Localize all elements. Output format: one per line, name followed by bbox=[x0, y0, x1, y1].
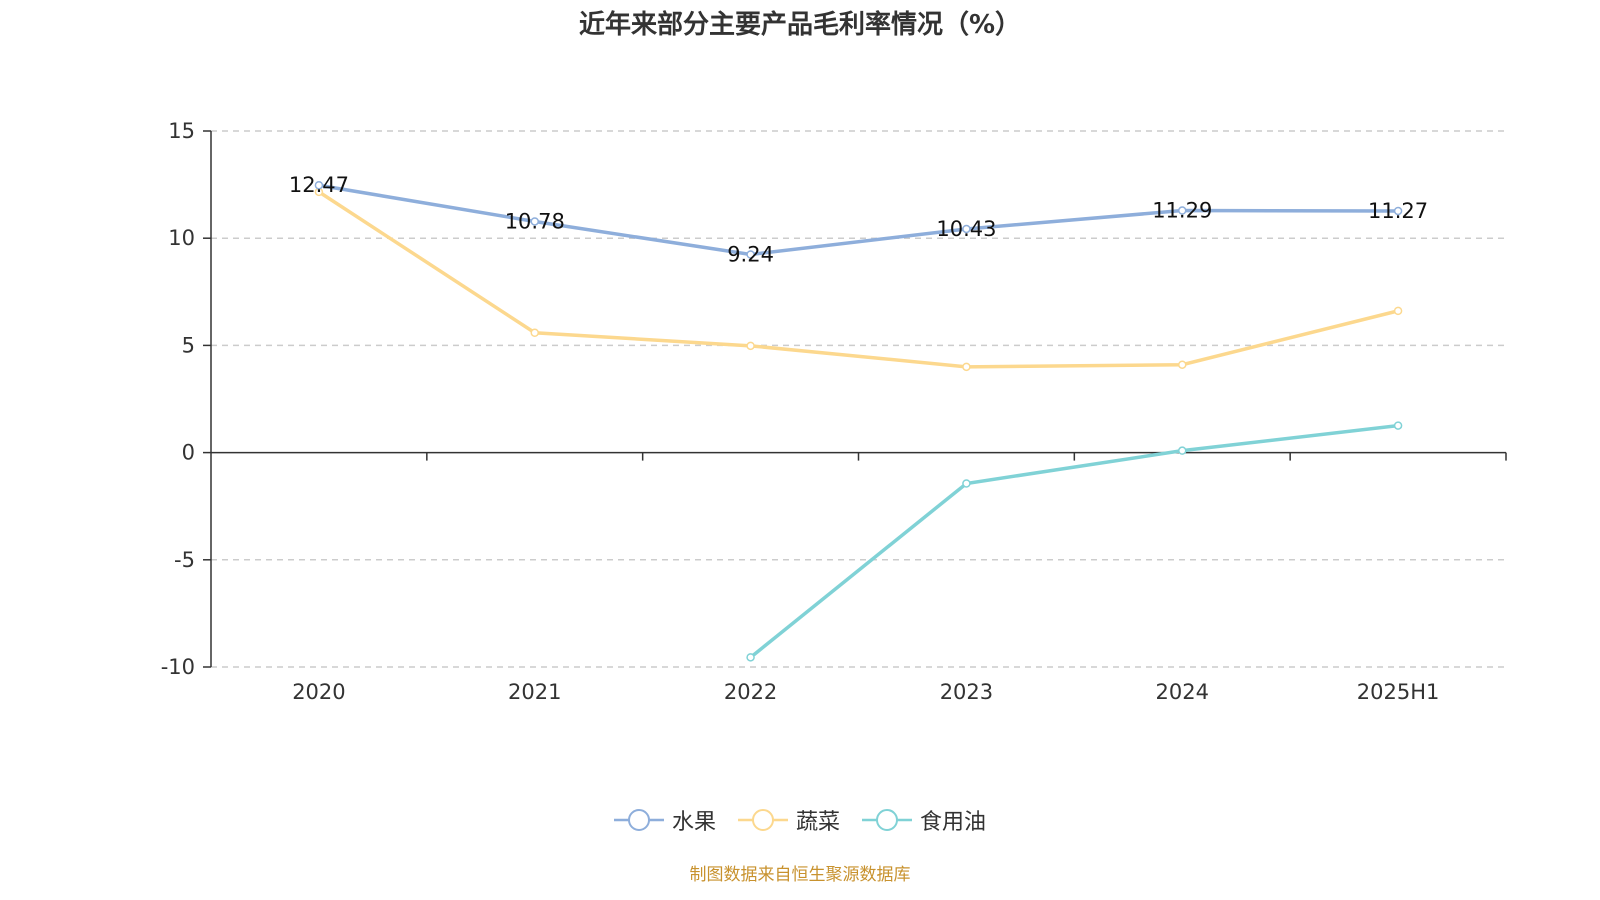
data-point bbox=[962, 224, 971, 234]
data-point bbox=[1393, 306, 1403, 316]
data-point bbox=[530, 217, 539, 226]
data-point bbox=[1178, 206, 1187, 215]
y-tick-label: 15 bbox=[168, 119, 195, 143]
x-tick-label: 2024 bbox=[1156, 680, 1209, 704]
data-point bbox=[746, 250, 755, 259]
data-point bbox=[314, 180, 324, 190]
legend-label: 水果 bbox=[671, 810, 716, 835]
legend-marker-icon bbox=[613, 809, 664, 831]
series-line-0 bbox=[318, 183, 1399, 257]
series-line-1 bbox=[317, 190, 1399, 369]
data-label: 10.78 bbox=[505, 209, 565, 233]
data-label: 11.27 bbox=[1368, 199, 1428, 223]
source-footer: 制图数据来自恒生聚源数据库 bbox=[689, 865, 911, 885]
legend-marker-icon bbox=[737, 809, 788, 831]
legend-item[interactable]: 水果 bbox=[613, 804, 716, 836]
y-tick-label: 10 bbox=[168, 226, 195, 250]
legend: 水果 蔬菜 食用油 bbox=[0, 804, 1600, 836]
legend-marker-icon bbox=[862, 809, 912, 831]
x-tick-label: 2021 bbox=[508, 680, 561, 704]
data-point bbox=[1393, 206, 1403, 216]
chart-title: 近年来部分主要产品毛利率情况（%） bbox=[578, 10, 1022, 40]
y-tick-label: -10 bbox=[161, 655, 195, 679]
data-point bbox=[1393, 421, 1403, 430]
data-point bbox=[746, 341, 755, 351]
line-chart: 15 10 5 0 -5 -10 2020 2021 2022 2023 2024 2025H1 12.… bbox=[161, 119, 1507, 704]
x-tick-label: 2022 bbox=[724, 680, 777, 704]
x-tick-label: 2023 bbox=[940, 680, 993, 704]
data-point bbox=[746, 653, 755, 662]
y-tick-label: 0 bbox=[182, 441, 195, 465]
x-tick-label: 2025H1 bbox=[1357, 680, 1440, 704]
legend-item[interactable]: 食用油 bbox=[862, 804, 986, 836]
legend-item[interactable]: 蔬菜 bbox=[737, 804, 840, 836]
legend-label: 食用油 bbox=[920, 810, 987, 835]
data-label: 10.43 bbox=[936, 217, 996, 241]
data-point bbox=[1178, 360, 1187, 369]
data-point bbox=[962, 362, 971, 372]
data-label: 12.47 bbox=[289, 173, 349, 197]
data-point bbox=[530, 328, 539, 338]
legend-label: 蔬菜 bbox=[795, 810, 840, 835]
x-tick-label: 2020 bbox=[292, 680, 345, 704]
data-point bbox=[1178, 446, 1187, 455]
data-label: 9.24 bbox=[727, 242, 774, 266]
series-line-2 bbox=[749, 423, 1399, 659]
y-tick-label: 5 bbox=[182, 333, 195, 357]
data-point bbox=[962, 479, 971, 488]
y-tick-label: -5 bbox=[174, 548, 195, 572]
data-label: 11.29 bbox=[1152, 199, 1212, 223]
